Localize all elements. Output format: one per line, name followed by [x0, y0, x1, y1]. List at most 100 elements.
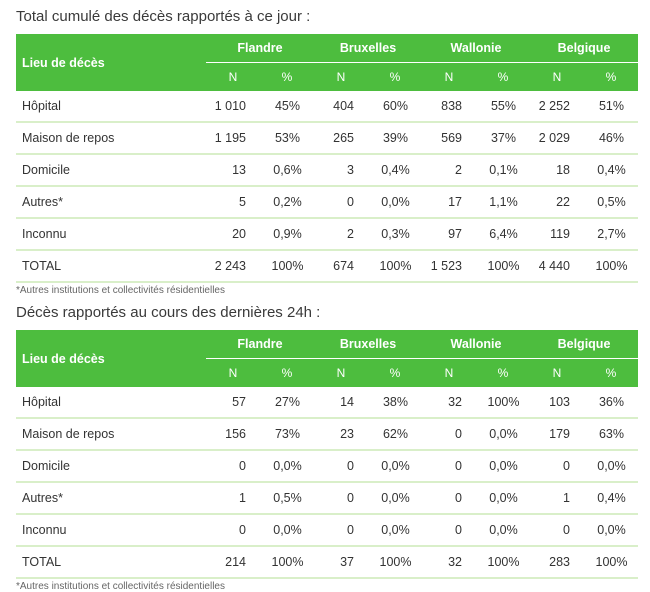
row-label: Autres*: [16, 186, 206, 219]
cell-count: 214: [206, 546, 260, 579]
section-last-24h: Décès rapportés au cours des dernières 2…: [16, 302, 639, 592]
cell-percent: 100%: [584, 546, 639, 579]
cell-percent: 37%: [476, 122, 530, 155]
cell-count: 156: [206, 418, 260, 451]
cell-percent: 60%: [368, 91, 422, 123]
table-row: TOTAL 2 243 100% 674 100% 1 523 100% 4 440 100%: [16, 250, 639, 283]
cell-count: 2 252: [530, 91, 584, 123]
row-label: Autres*: [16, 482, 206, 515]
cell-percent: 0,0%: [476, 418, 530, 451]
table-heading: Total cumulé des décès rapportés à ce jo…: [16, 8, 311, 25]
cell-count: 0: [314, 514, 368, 547]
cell-percent: 51%: [584, 91, 639, 123]
cell-count: 404: [314, 91, 368, 123]
cell-percent: 73%: [260, 418, 314, 451]
cell-count: 1: [206, 482, 260, 515]
row-label: Inconnu: [16, 218, 206, 251]
cell-count: 0: [530, 450, 584, 483]
cell-percent: 0,5%: [260, 482, 314, 515]
row-label: Domicile: [16, 450, 206, 483]
cell-percent: 100%: [260, 546, 314, 579]
deaths-table-last-24h: Lieu de décès Flandre Bruxelles Wallonie Bel…: [16, 330, 639, 579]
cell-count: 0: [314, 450, 368, 483]
cell-count: 2: [314, 218, 368, 251]
deaths-table-cumulative: Lieu de décès Flandre Bruxelles Wallonie Bel…: [16, 34, 639, 283]
subheader-row: N% N% N% N%: [16, 62, 639, 91]
cell-percent: 0,0%: [368, 482, 422, 515]
subheader-percent: %: [368, 62, 422, 91]
cell-count: 57: [206, 387, 260, 419]
table-row: Domicile 0 0,0% 0 0,0% 0 0,0% 0 0,0%: [16, 450, 639, 483]
cell-percent: 0,3%: [368, 218, 422, 251]
cell-count: 13: [206, 154, 260, 187]
row-label: Maison de repos: [16, 418, 206, 451]
cell-percent: 55%: [476, 91, 530, 123]
table-row: Inconnu 20 0,9% 2 0,3% 97 6,4% 119 2,7%: [16, 218, 639, 251]
cell-percent: 0,4%: [368, 154, 422, 187]
cell-count: 265: [314, 122, 368, 155]
cell-count: 119: [530, 218, 584, 251]
table-row: Hôpital 1 010 45% 404 60% 838 55% 2 252 51%: [16, 91, 639, 123]
cell-percent: 27%: [260, 387, 314, 419]
subheader-n: N: [314, 358, 368, 387]
table-row: Domicile 13 0,6% 3 0,4% 2 0,1% 18 0,4%: [16, 154, 639, 187]
cell-percent: 39%: [368, 122, 422, 155]
cell-count: 283: [530, 546, 584, 579]
footnote: *Autres institutions et collectivités ré…: [16, 581, 225, 592]
cell-count: 0: [422, 418, 476, 451]
cell-percent: 0,4%: [584, 482, 639, 515]
cell-percent: 38%: [368, 387, 422, 419]
subheader-percent: %: [584, 358, 639, 387]
cell-count: 838: [422, 91, 476, 123]
cell-percent: 0,2%: [260, 186, 314, 219]
cell-count: 3: [314, 154, 368, 187]
cell-percent: 0,0%: [476, 514, 530, 547]
cell-count: 23: [314, 418, 368, 451]
cell-count: 0: [422, 514, 476, 547]
cell-count: 37: [314, 546, 368, 579]
table-row: Maison de repos 1 195 53% 265 39% 569 37% 2 029…: [16, 122, 639, 155]
cell-percent: 6,4%: [476, 218, 530, 251]
cell-percent: 0,5%: [584, 186, 639, 219]
subheader-percent: %: [260, 358, 314, 387]
cell-count: 0: [314, 482, 368, 515]
table-row: TOTAL 214 100% 37 100% 32 100% 283 100%: [16, 546, 639, 579]
column-header-lieu: Lieu de décès: [16, 330, 206, 387]
cell-percent: 36%: [584, 387, 639, 419]
subheader-n: N: [422, 62, 476, 91]
column-header-region: Flandre: [206, 34, 314, 63]
cell-percent: 100%: [476, 250, 530, 283]
cell-percent: 53%: [260, 122, 314, 155]
subheader-n: N: [314, 62, 368, 91]
subheader-percent: %: [476, 358, 530, 387]
cell-count: 0: [422, 450, 476, 483]
row-label: Hôpital: [16, 91, 206, 123]
cell-percent: 0,1%: [476, 154, 530, 187]
subheader-row: N% N% N% N%: [16, 358, 639, 387]
cell-count: 17: [422, 186, 476, 219]
cell-count: 1: [530, 482, 584, 515]
cell-count: 0: [422, 482, 476, 515]
cell-count: 18: [530, 154, 584, 187]
cell-count: 5: [206, 186, 260, 219]
table-row: Autres* 5 0,2% 0 0,0% 17 1,1% 22 0,5%: [16, 186, 639, 219]
column-header-region: Wallonie: [422, 34, 530, 63]
cell-percent: 0,0%: [476, 482, 530, 515]
cell-percent: 0,9%: [260, 218, 314, 251]
subheader-n: N: [530, 62, 584, 91]
cell-percent: 100%: [476, 387, 530, 419]
cell-count: 32: [422, 546, 476, 579]
cell-count: 32: [422, 387, 476, 419]
cell-count: 97: [422, 218, 476, 251]
row-label: TOTAL: [16, 546, 206, 579]
column-header-region: Belgique: [530, 330, 639, 359]
subheader-n: N: [422, 358, 476, 387]
cell-percent: 100%: [368, 250, 422, 283]
subheader-n: N: [206, 358, 260, 387]
row-label: Hôpital: [16, 387, 206, 419]
cell-count: 14: [314, 387, 368, 419]
cell-count: 0: [314, 186, 368, 219]
cell-percent: 45%: [260, 91, 314, 123]
cell-count: 2 243: [206, 250, 260, 283]
cell-count: 103: [530, 387, 584, 419]
